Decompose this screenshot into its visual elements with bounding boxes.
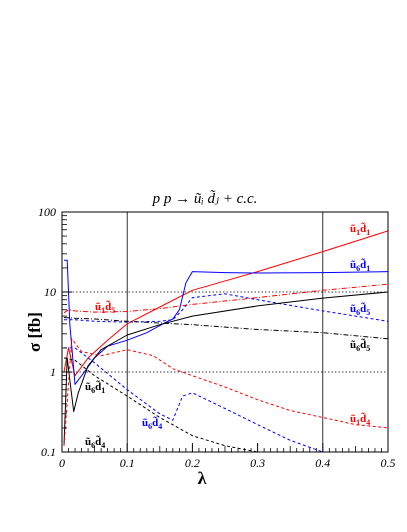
curve-label: ũ6d̃5	[350, 302, 370, 317]
y-tick-label: 0.1	[41, 445, 56, 459]
series-line	[64, 347, 323, 453]
x-tick-label: 0.2	[185, 456, 200, 470]
series-line	[64, 259, 389, 385]
x-axis-label: λ	[198, 468, 207, 488]
series-line	[63, 317, 389, 340]
y-tick-label: 100	[38, 205, 56, 219]
series-line	[63, 338, 389, 446]
curve-label: ũ6d̃4	[85, 435, 105, 450]
chart-title: p p → ũᵢ d̃ⱼ + c.c.	[152, 190, 258, 207]
series-group	[63, 291, 389, 446]
x-tick-label: 0.5	[381, 456, 396, 470]
series-group	[64, 347, 323, 453]
series-group	[63, 338, 389, 446]
curve-label: ũ6d̃1	[85, 380, 105, 395]
curve-label: ũ1d̃4	[350, 412, 370, 427]
series-line	[63, 283, 389, 314]
y-tick-label: 10	[44, 285, 56, 299]
series-line	[63, 357, 258, 453]
x-tick-label: 0.3	[250, 456, 265, 470]
curve-label: ũ1d̃5	[95, 300, 115, 315]
series-line	[63, 291, 389, 446]
x-tick-label: 0.4	[315, 456, 330, 470]
series-line	[64, 293, 389, 323]
series-group	[63, 283, 389, 314]
grid-lines	[62, 212, 388, 452]
curve-label: ũ6d̃4	[142, 416, 162, 431]
series-group	[64, 293, 389, 323]
curve-label: ũ6d̃1	[350, 258, 370, 273]
series-group	[64, 259, 389, 385]
curve-label: ũ1d̃1	[350, 222, 370, 237]
series-group	[63, 317, 389, 340]
curve-labels: ũ1d̃1 ũ6d̃1 ũ1d̃5 ũ6d̃5 ũ6d̃5 ũ6d̃1 ũ6d̃4 ũ6d̃4…	[85, 222, 370, 450]
y-tick-label: 1	[50, 365, 56, 379]
series-group	[63, 357, 258, 453]
series-line	[63, 230, 389, 377]
series-layer	[63, 230, 389, 453]
series-group	[63, 230, 389, 377]
y-axis-label: σ [fb]	[25, 312, 44, 352]
x-tick-label: 0.1	[120, 456, 135, 470]
plot-frame	[61, 211, 389, 453]
x-tick-label: 0	[59, 456, 65, 470]
curve-label: ũ6d̃5	[350, 338, 370, 353]
